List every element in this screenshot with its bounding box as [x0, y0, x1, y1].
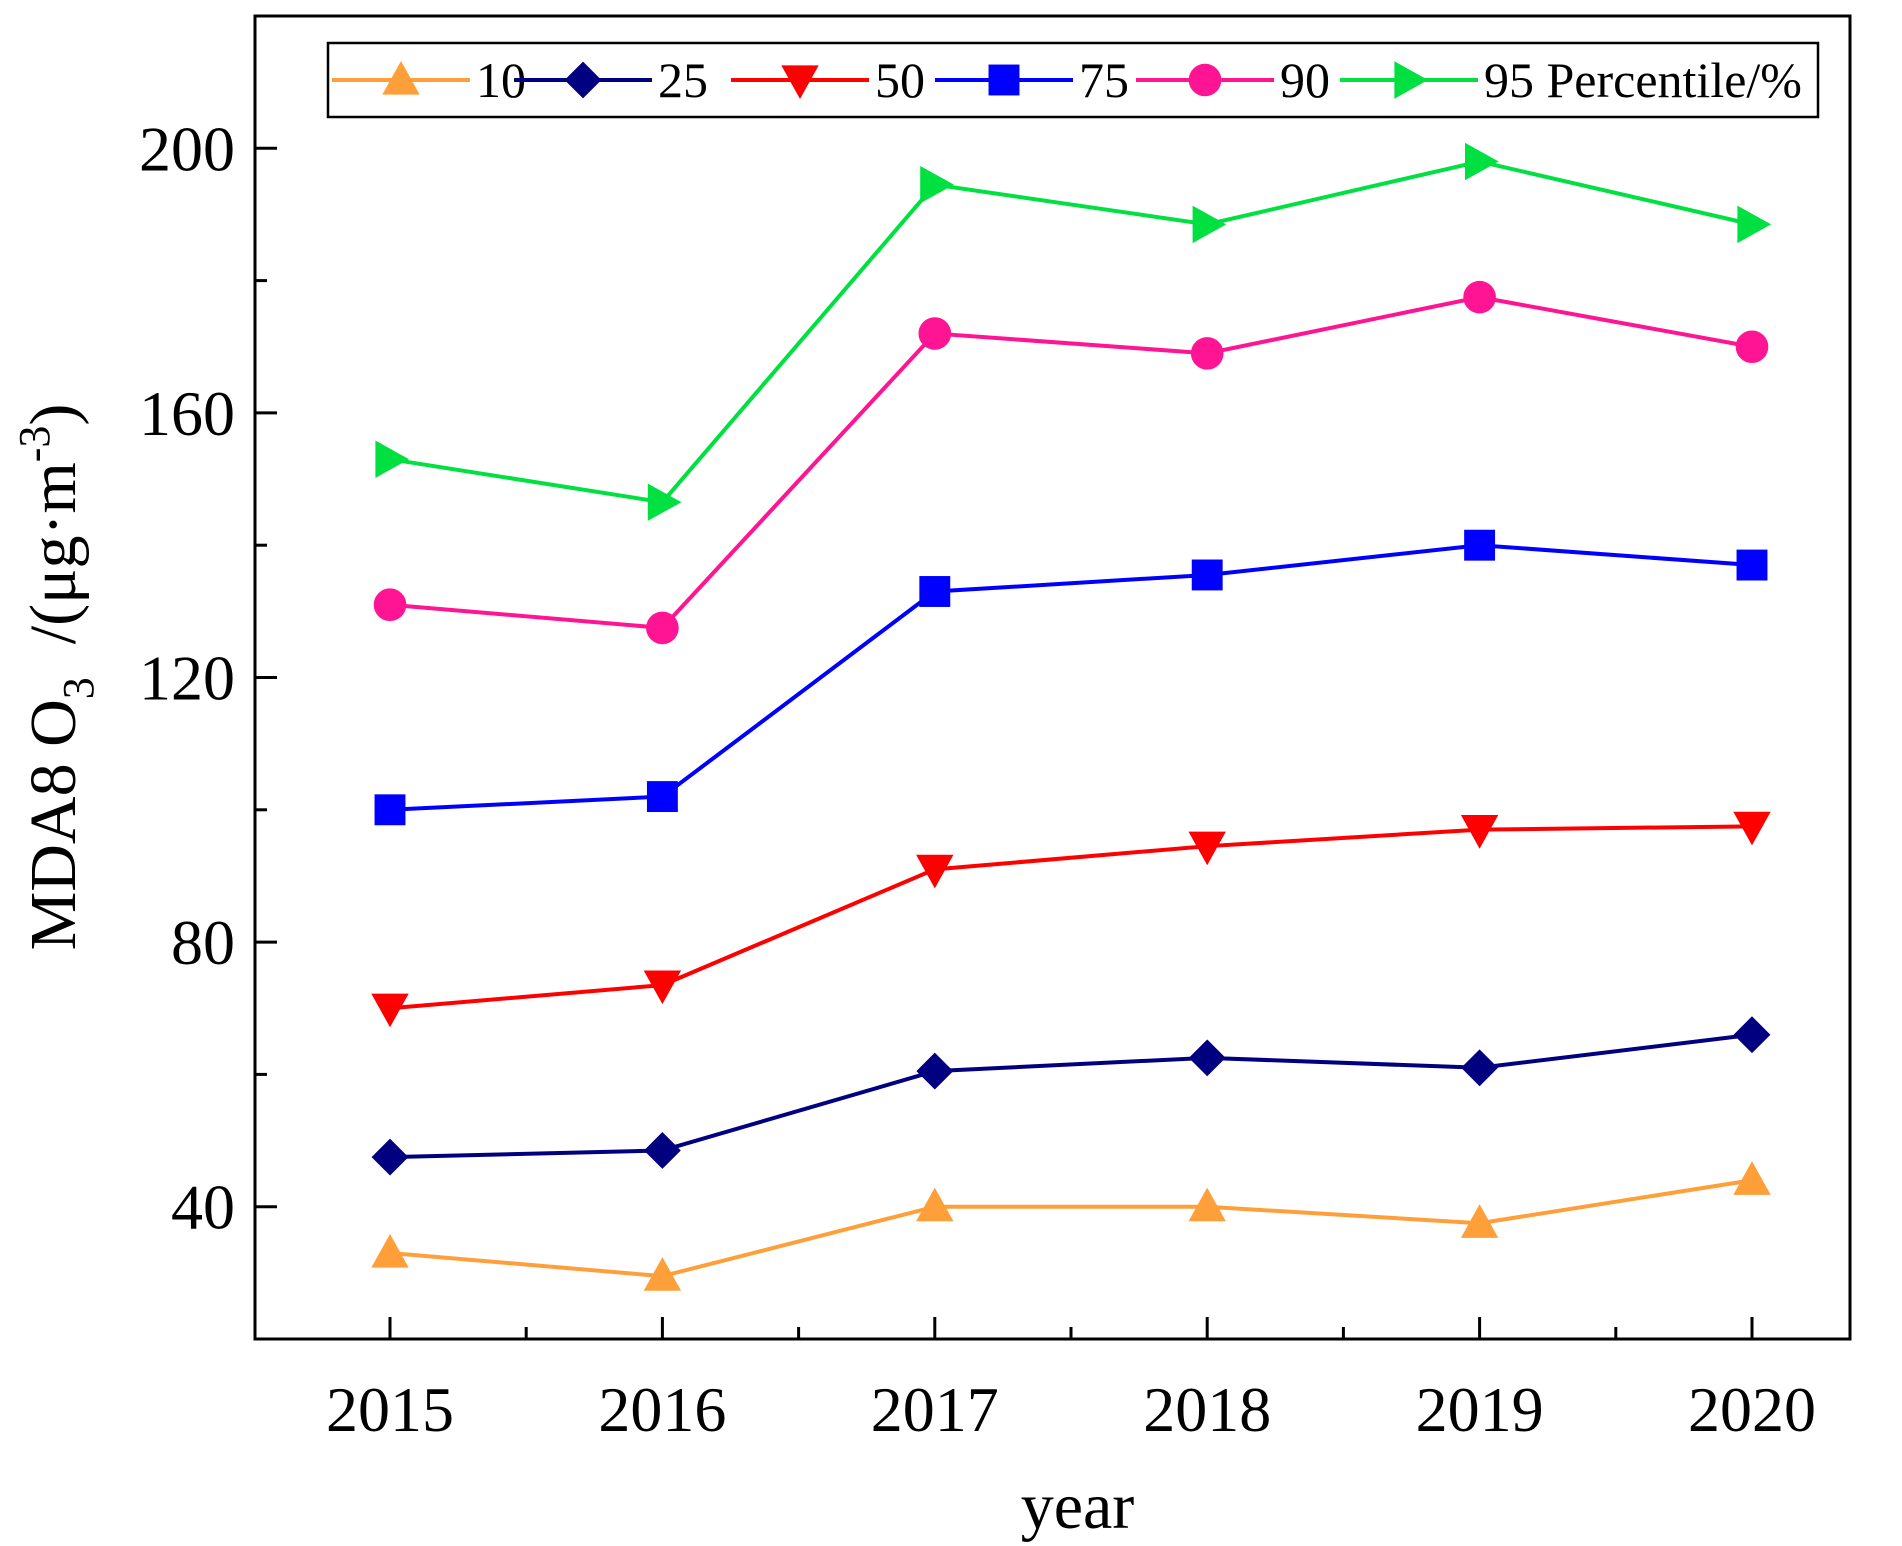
data-point-90: [1735, 330, 1769, 364]
legend-label: 50: [875, 52, 925, 108]
data-point-10: [1733, 1161, 1771, 1195]
x-axis-title: year: [1021, 1470, 1135, 1543]
legend-marker: [564, 61, 602, 99]
data-point-25: [1733, 1016, 1771, 1054]
legend-label: 90: [1280, 52, 1330, 108]
series-line-95: [389, 159, 1753, 505]
data-point-50: [371, 993, 409, 1028]
data-point-50: [1188, 831, 1226, 866]
legend-item-95: 95 Percentile/%: [1340, 52, 1802, 108]
y-axis-title: MDA8 O3 /(μg·m-3): [10, 404, 103, 951]
data-point-75: [1736, 549, 1768, 581]
data-point-90: [1463, 280, 1496, 314]
legend-label: 25: [658, 52, 708, 108]
data-point-10: [916, 1187, 954, 1222]
legend-label: 95 Percentile/%: [1484, 52, 1802, 108]
data-point-90: [646, 611, 679, 645]
data-point-50: [916, 854, 954, 889]
x-tick-label: 2017: [871, 1374, 999, 1445]
x-tick-label: 2015: [326, 1374, 454, 1445]
x-tick-label: 2018: [1143, 1374, 1271, 1445]
plot-frame: [253, 14, 1852, 1341]
data-point-25: [643, 1132, 681, 1169]
legend-marker: [781, 65, 819, 100]
series-line-10: [389, 1178, 1753, 1279]
legend-item-50: 50: [731, 52, 925, 108]
data-point-75: [919, 576, 951, 607]
data-point-90: [373, 588, 407, 622]
data-point-50: [1460, 815, 1499, 849]
series-line-25: [389, 1032, 1753, 1160]
axes: 2015 2016 2017 2018 2019 2020 40 80 120 160 200 yea…: [10, 113, 1816, 1543]
data-point-25: [1188, 1039, 1226, 1077]
series-75: [374, 529, 1768, 826]
data-point-95: [375, 440, 410, 478]
series-50: [371, 811, 1771, 1028]
series-line-90: [389, 295, 1753, 630]
y-tick-label: 40: [171, 1172, 235, 1243]
data-point-75: [646, 781, 678, 813]
series-10: [371, 1161, 1771, 1291]
x-tick-label: 2020: [1688, 1374, 1816, 1445]
series-25: [371, 1016, 1771, 1176]
x-tick-label: 2019: [1416, 1374, 1544, 1445]
y-tick-label: 120: [139, 643, 235, 714]
legend-marker: [988, 64, 1020, 96]
data-point-50: [1733, 811, 1771, 846]
data-point-10: [1188, 1187, 1226, 1222]
series-90: [373, 280, 1769, 645]
data-point-75: [1464, 529, 1496, 561]
data-point-10: [1460, 1204, 1499, 1238]
data-point-10: [371, 1233, 409, 1268]
legend-item-75: 75: [935, 52, 1129, 108]
legend-item-90: 90: [1136, 52, 1330, 108]
y-tick-label: 80: [171, 907, 235, 978]
data-point-10: [643, 1257, 682, 1291]
legend-marker: [1188, 63, 1222, 97]
data-point-25: [371, 1138, 409, 1176]
data-point-75: [374, 794, 406, 826]
data-point-25: [916, 1052, 954, 1090]
series-layer: [371, 142, 1772, 1291]
legend-item-25: 25: [514, 52, 708, 108]
data-point-90: [1190, 337, 1224, 370]
x-tick-label: 2016: [598, 1374, 726, 1445]
data-point-25: [1461, 1049, 1499, 1087]
y-tick-label: 160: [139, 378, 235, 449]
y-tick-label: 200: [139, 113, 235, 184]
data-point-50: [643, 970, 682, 1005]
data-point-95: [1192, 205, 1227, 244]
legend-marker: [1394, 61, 1429, 99]
legend: 10 25 50 75 90 95 Percentile/%: [326, 41, 1820, 119]
plot-area: [253, 14, 1852, 1341]
data-point-95: [1465, 142, 1499, 181]
data-point-95: [920, 165, 954, 204]
data-point-75: [1191, 559, 1223, 591]
series-line-75: [389, 543, 1753, 812]
data-point-95: [1737, 205, 1772, 244]
legend-marker: [382, 60, 420, 95]
data-point-95: [647, 483, 682, 521]
legend-label: 75: [1079, 52, 1129, 108]
series-line-50: [389, 824, 1753, 1011]
data-point-90: [918, 317, 952, 350]
series-95: [375, 142, 1772, 521]
